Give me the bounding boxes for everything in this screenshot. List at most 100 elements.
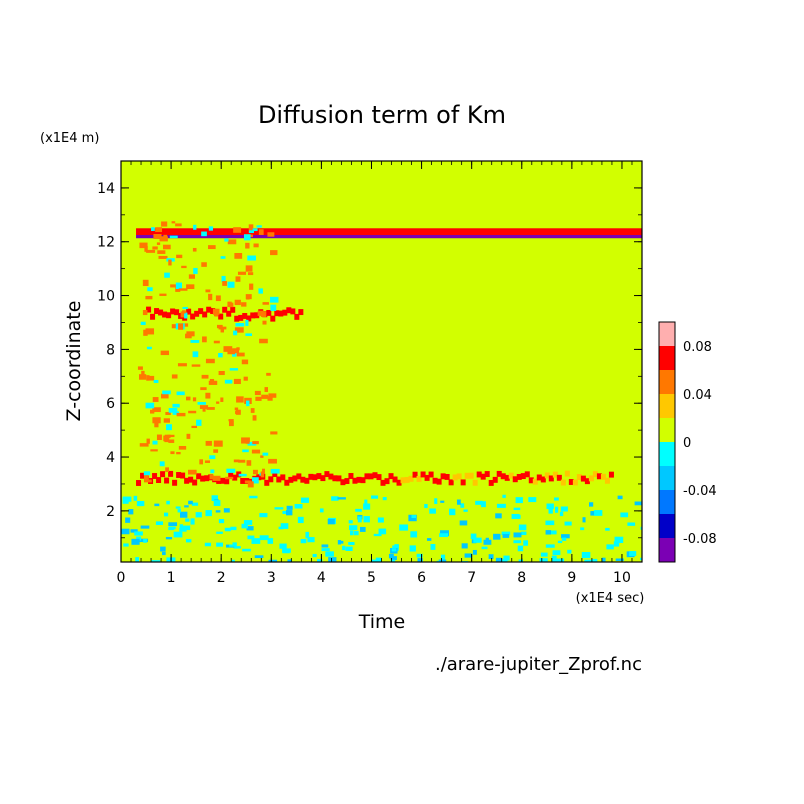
noise-cell (416, 553, 423, 558)
noise-cell (267, 232, 275, 237)
noise-cell (255, 396, 262, 401)
noise-cell (481, 546, 488, 550)
noise-cell (165, 467, 169, 473)
noise-cell (159, 461, 165, 467)
band-cell (328, 473, 334, 480)
noise-cell (235, 276, 241, 282)
band-cell (424, 474, 430, 481)
band-cell (316, 473, 322, 480)
noise-cell (182, 525, 191, 531)
noise-cell (438, 559, 447, 562)
noise-cell (581, 552, 591, 559)
noise-cell (236, 396, 244, 403)
noise-cell (195, 512, 202, 518)
band-cell (332, 475, 338, 482)
x-tick-label: 1 (167, 570, 176, 586)
noise-cell (594, 510, 603, 516)
y-tick-label: 12 (97, 235, 115, 251)
band-cell (270, 315, 276, 322)
noise-cell (185, 539, 192, 543)
band-cell (484, 471, 490, 478)
noise-cell (178, 445, 187, 450)
noise-cell (258, 229, 264, 235)
noise-cell (197, 402, 206, 405)
noise-cell (243, 520, 253, 526)
noise-cell (518, 524, 527, 531)
noise-cell (294, 503, 303, 509)
band-cell (222, 306, 228, 313)
noise-cell (191, 425, 198, 429)
noise-cell (168, 408, 178, 413)
noise-cell (220, 256, 226, 259)
noise-cell (266, 372, 271, 376)
noise-cell (252, 469, 258, 475)
band-cell (238, 314, 244, 321)
noise-cell (242, 548, 251, 552)
noise-cell (143, 538, 147, 543)
noise-cell (182, 306, 188, 310)
noise-cell (409, 545, 416, 552)
band-cell (568, 479, 574, 485)
noise-cell (246, 526, 254, 531)
noise-cell (267, 396, 273, 401)
noise-cell (382, 497, 387, 501)
colorbar-bin (659, 466, 675, 490)
band-cell (254, 312, 260, 319)
colorbar-tick-label: 0 (683, 436, 691, 451)
colorbar-bin (659, 538, 675, 562)
noise-cell (204, 460, 211, 463)
noise-cell (249, 283, 254, 290)
noise-cell (475, 500, 483, 505)
band-cell (532, 478, 538, 485)
noise-cell (241, 302, 247, 307)
band-cell (146, 306, 152, 313)
noise-cell (123, 543, 129, 547)
noise-cell (300, 538, 307, 544)
band-cell (572, 479, 578, 486)
noise-cell (184, 505, 189, 508)
band-cell (312, 474, 318, 481)
x-tick-label: 6 (417, 570, 426, 586)
band-cell (286, 307, 292, 314)
noise-cell (256, 225, 262, 228)
noise-cell (142, 309, 148, 316)
noise-cell (274, 507, 284, 510)
noise-cell (141, 370, 145, 378)
x-tick-label: 3 (267, 570, 276, 586)
band-cell (296, 473, 302, 480)
noise-cell (260, 455, 264, 458)
noise-cell (188, 410, 197, 414)
noise-cell (152, 407, 161, 413)
noise-cell (440, 500, 445, 503)
colorbar-bin (659, 394, 675, 418)
band-cell (300, 476, 306, 483)
band-cell (194, 310, 200, 317)
noise-cell (222, 281, 227, 286)
band-cell (456, 473, 462, 480)
noise-cell (430, 544, 436, 550)
noise-cell (317, 558, 323, 562)
noise-cell (584, 559, 594, 562)
noise-cell (241, 359, 249, 365)
noise-cell (165, 411, 171, 415)
noise-cell (613, 541, 620, 547)
plot-background (121, 161, 642, 562)
noise-cell (617, 495, 623, 500)
noise-cell (503, 555, 510, 561)
noise-cell (390, 559, 396, 562)
noise-cell (515, 497, 523, 504)
noise-cell (162, 390, 171, 395)
band-cell (432, 477, 438, 484)
band-cell (282, 309, 288, 316)
noise-cell (146, 346, 152, 350)
noise-cell (245, 333, 252, 336)
noise-cell (150, 449, 158, 452)
noise-cell (241, 523, 248, 529)
noise-cell (545, 530, 551, 535)
noise-cell (247, 481, 254, 488)
noise-cell (151, 227, 155, 232)
noise-cell (353, 531, 359, 536)
colorbar-tick-label: -0.04 (683, 484, 717, 499)
noise-cell (360, 526, 366, 532)
noise-cell (606, 544, 614, 550)
